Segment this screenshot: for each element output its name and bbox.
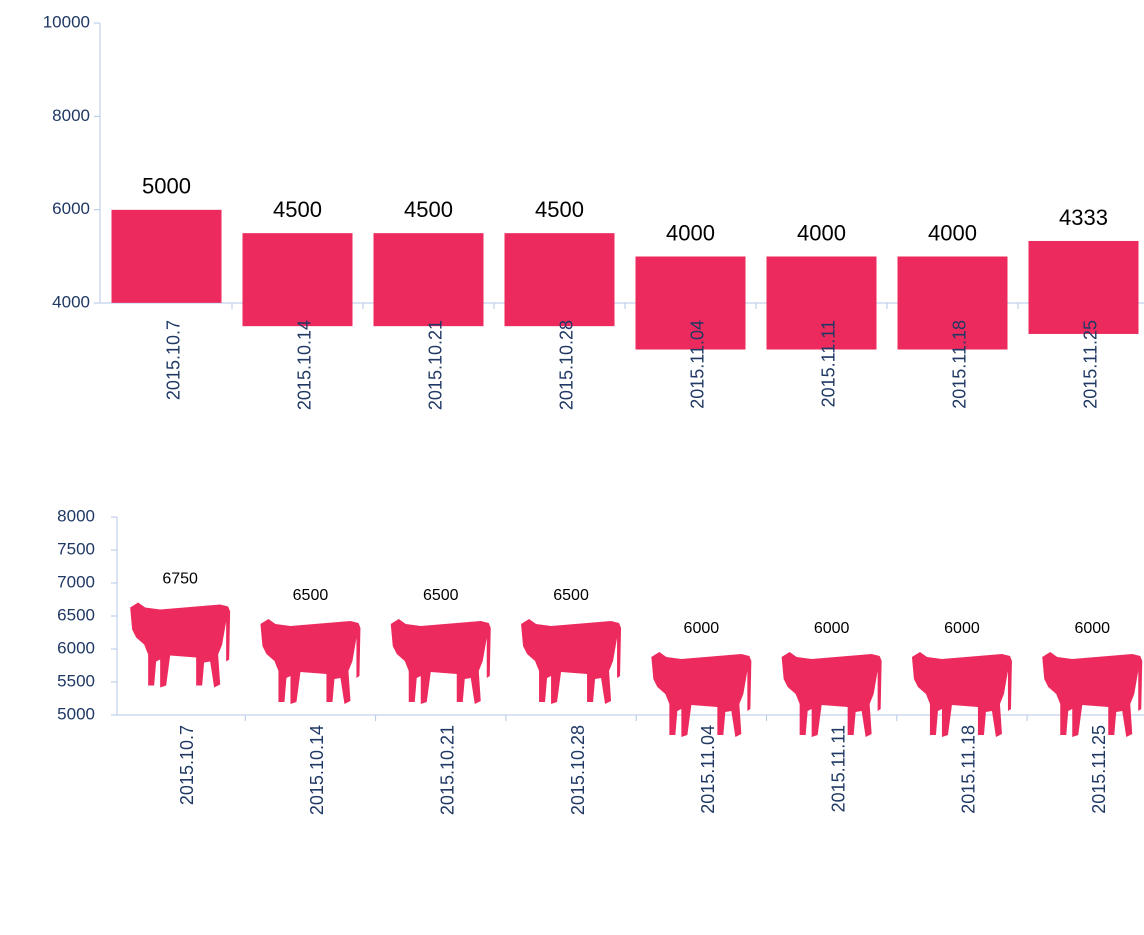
square-marker: [373, 233, 484, 327]
data-label: 4000: [928, 220, 977, 245]
y-tick-label: 6000: [52, 199, 90, 218]
x-tick-label: 2015.10.21: [438, 725, 458, 815]
square-marker: [504, 233, 615, 327]
data-label: 4500: [535, 197, 584, 222]
x-tick-label: 2015.10.21: [425, 320, 445, 410]
y-tick-label: 8000: [52, 106, 90, 125]
cow-marker: [390, 619, 491, 704]
y-tick-label: 7500: [57, 539, 95, 558]
square-marker: [111, 209, 222, 303]
data-label: 6750: [162, 571, 198, 588]
square-marker: [635, 256, 746, 350]
x-tick-label: 2015.10.7: [177, 725, 197, 805]
y-tick-label: 7000: [57, 572, 95, 591]
data-label: 6500: [293, 587, 329, 604]
data-label: 6000: [944, 620, 980, 637]
y-tick-label: 10000: [43, 12, 90, 31]
data-label: 4500: [273, 197, 322, 222]
data-label: 4500: [404, 197, 453, 222]
x-tick-label: 2015.11.25: [1080, 320, 1100, 409]
data-label: 6500: [553, 587, 589, 604]
cow-marker: [521, 619, 622, 704]
square-marker: [766, 256, 877, 350]
x-tick-label: 2015.11.11: [818, 320, 838, 407]
data-label: 6000: [814, 620, 850, 637]
y-tick-label: 6500: [57, 605, 95, 624]
x-tick-label: 2015.10.28: [568, 725, 588, 815]
data-label: 6000: [684, 620, 720, 637]
square-marker: [897, 256, 1008, 350]
x-tick-label: 2015.11.04: [687, 320, 707, 409]
cow-marker: [260, 619, 361, 704]
data-label: 5000: [142, 174, 191, 199]
y-tick-label: 5000: [57, 704, 95, 723]
data-label: 4000: [666, 220, 715, 245]
data-label: 4000: [797, 220, 846, 245]
x-tick-label: 2015.11.18: [959, 725, 979, 814]
square-marker: [242, 233, 353, 327]
y-tick-label: 6000: [57, 638, 95, 657]
x-tick-label: 2015.10.14: [294, 320, 314, 410]
data-label: 4333: [1059, 205, 1108, 230]
cow-marker: [651, 652, 752, 737]
x-tick-label: 2015.10.7: [163, 320, 183, 400]
y-tick-label: 5500: [57, 671, 95, 690]
data-label: 6000: [1074, 620, 1110, 637]
x-tick-label: 2015.10.14: [307, 725, 327, 815]
y-tick-label: 4000: [52, 292, 90, 311]
cow-marker: [1042, 652, 1143, 737]
cow-marker: [130, 602, 231, 688]
x-tick-label: 2015.10.28: [556, 320, 576, 410]
data-label: 6500: [423, 587, 459, 604]
x-tick-label: 2015.11.11: [828, 725, 848, 812]
square-marker: [1028, 240, 1139, 334]
x-tick-label: 2015.11.18: [949, 320, 969, 409]
cow-marker: [911, 652, 1012, 737]
y-tick-label: 8000: [57, 506, 95, 525]
cow-marker: [781, 652, 882, 737]
x-tick-label: 2015.11.04: [698, 725, 718, 814]
x-tick-label: 2015.11.25: [1089, 725, 1109, 814]
